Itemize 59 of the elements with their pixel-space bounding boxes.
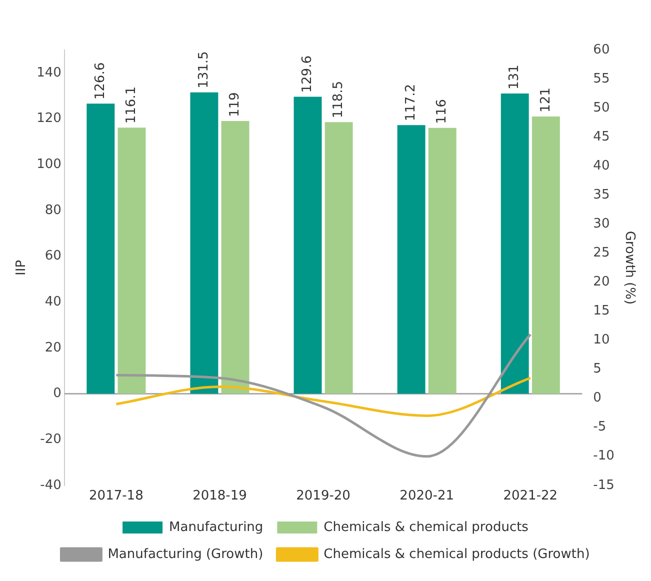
y-tick-label: 40: [44, 294, 62, 310]
legend-label: Manufacturing (Growth): [108, 546, 264, 562]
bar: [428, 128, 456, 394]
bar: [86, 104, 115, 394]
x-tick-label: 2021-22: [503, 488, 558, 504]
bar: [221, 121, 250, 394]
data-label: 116.1: [124, 86, 140, 124]
y2-tick-label: 10: [593, 332, 610, 348]
bar: [324, 122, 353, 394]
bar: [294, 96, 322, 394]
y2-tick-label: 15: [593, 304, 610, 319]
y2-tick-label: 50: [593, 100, 610, 116]
data-label: 129.6: [300, 56, 316, 93]
y-tick-label: -40: [40, 478, 62, 493]
data-label: 121: [538, 88, 554, 112]
y2-tick-label: 55: [593, 71, 610, 86]
data-label: 116: [434, 99, 450, 124]
y2-tick-label: 35: [593, 188, 610, 203]
y-tick-label: 20: [44, 340, 62, 356]
legend-label: Chemicals & chemical products (Growth): [324, 546, 590, 562]
data-label: 131.5: [196, 51, 212, 88]
y-axis-title: IIP: [14, 260, 30, 276]
y2-tick-label: 0: [593, 390, 602, 406]
y2-tick-label: -5: [593, 420, 606, 435]
x-tick-label: 2019-20: [296, 488, 350, 504]
data-label: 131: [507, 64, 522, 90]
line-series: [114, 376, 532, 417]
y2-tick-label: 60: [593, 42, 610, 58]
y-tick-label: 80: [44, 202, 62, 218]
legend-label: Chemicals & chemical products: [324, 520, 529, 535]
y-tick-label: 140: [36, 65, 62, 80]
y2-tick-label: 25: [593, 246, 610, 261]
bar: [532, 116, 560, 394]
x-tick-label: 2018-19: [192, 488, 247, 504]
line-series: [114, 333, 532, 458]
y-tick-label: 60: [44, 248, 62, 264]
x-tick-label: 2020-21: [400, 488, 454, 504]
y-tick-label: 100: [36, 156, 62, 172]
y-tick-label: -20: [40, 432, 62, 447]
data-label: 117.2: [404, 84, 419, 122]
y2-tick-label: 30: [593, 216, 610, 232]
bar: [190, 92, 218, 394]
y2-tick-label: -15: [593, 478, 614, 493]
data-label: 119: [228, 92, 243, 118]
y-tick-label: 120: [36, 111, 62, 126]
bar: [397, 125, 426, 394]
data-label: 118.5: [331, 80, 346, 118]
x-tick-label: 2017-18: [89, 488, 144, 504]
y2-tick-label: 45: [593, 129, 610, 144]
data-label: 126.6: [93, 62, 108, 100]
bar: [500, 94, 529, 394]
y-tick-label: 0: [53, 386, 62, 402]
legend-label: Manufacturing: [169, 520, 264, 535]
y2-tick-label: 20: [593, 274, 610, 290]
y2-tick-label: -10: [593, 448, 614, 464]
y2-tick-label: 5: [593, 362, 602, 377]
bar: [118, 128, 146, 394]
y2-axis-title: Growth (%): [622, 230, 637, 305]
y2-tick-label: 40: [593, 158, 610, 174]
